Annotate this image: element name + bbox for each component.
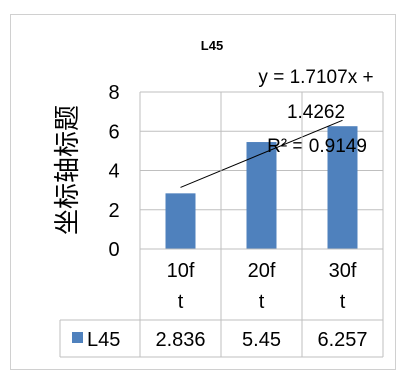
y-tick-label: 6 xyxy=(108,121,119,143)
y-tick-labels: 0 2 4 6 8 xyxy=(108,82,119,261)
bar xyxy=(165,193,196,249)
y-tick-label: 8 xyxy=(108,82,119,104)
trendline-line xyxy=(180,119,343,188)
bar xyxy=(327,126,358,249)
x-category-label: 30f xyxy=(329,260,357,282)
trendline-equation-line1: y = 1.7107x + xyxy=(258,67,373,88)
trendline-equation-line2: 1.4262 xyxy=(287,102,345,123)
x-category-label: t xyxy=(178,291,184,313)
y-tick-label: 4 xyxy=(108,161,119,183)
data-value-cell: 2.836 xyxy=(155,329,205,351)
x-category-label: 20f xyxy=(248,260,276,282)
trendline-r2: R² = 0.9149 xyxy=(267,136,367,157)
data-table: 10f t 20f t 30f t L45 2.836 5.45 6.257 xyxy=(59,92,384,358)
chart-frame xyxy=(10,14,396,370)
y-tick-label: 2 xyxy=(108,200,119,222)
bars xyxy=(165,126,358,249)
bar xyxy=(246,142,277,249)
trendline: y = 1.7107x + 1.4262 R² = 0.9149 xyxy=(180,67,374,188)
legend-key xyxy=(72,332,83,343)
x-category-label: t xyxy=(340,291,346,313)
x-category-label: 10f xyxy=(167,260,195,282)
x-category-label: t xyxy=(259,291,265,313)
y-axis-label: 坐标轴标题 xyxy=(53,105,83,235)
data-value-cell: 5.45 xyxy=(242,329,281,351)
data-value-cell: 6.257 xyxy=(317,329,367,351)
legend-series-name: L45 xyxy=(87,329,120,351)
y-tick-label: 0 xyxy=(108,239,119,261)
chart-title: L45 xyxy=(201,38,223,53)
